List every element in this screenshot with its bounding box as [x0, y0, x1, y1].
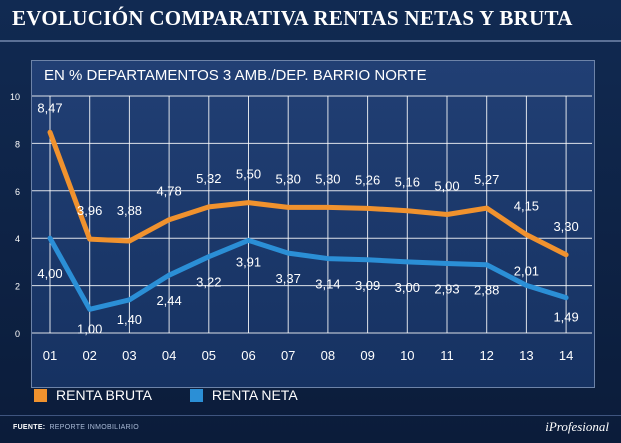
data-label-neta: 2,93 — [434, 282, 459, 297]
data-label-neta: 1,40 — [117, 312, 142, 327]
grid-lines — [32, 95, 592, 334]
x-tick-label: 13 — [519, 348, 533, 363]
y-tick-label: 8 — [15, 139, 20, 149]
data-label-neta: 3,00 — [395, 280, 420, 295]
data-label-neta: 3,91 — [236, 254, 261, 269]
title-divider — [0, 40, 621, 42]
y-axis-ticks: 10 8 6 4 2 0 — [10, 92, 20, 339]
data-label-bruta: 5,50 — [236, 167, 261, 182]
x-tick-label: 08 — [321, 348, 335, 363]
x-tick-label: 06 — [241, 348, 255, 363]
data-label-bruta: 3,88 — [117, 203, 142, 218]
source-label: FUENTE: — [13, 424, 46, 431]
legend: RENTA BRUTA RENTA NETA — [34, 387, 332, 405]
chart-subtitle: EN % DEPARTAMENTOS 3 AMB./DEP. BARRIO NO… — [44, 67, 427, 84]
footer-divider — [0, 415, 621, 416]
legend-swatch-neta — [189, 388, 203, 402]
x-axis-ticks: 01 02 03 04 05 06 07 08 09 10 11 12 13 14 — [43, 348, 574, 363]
brand-logo: iProfesional — [545, 419, 609, 434]
y-tick-label: 2 — [15, 282, 20, 292]
legend-label-neta: RENTA NETA — [211, 387, 298, 403]
series-lines — [47, 129, 569, 312]
data-label-bruta: 5,32 — [196, 171, 221, 186]
data-label-bruta: 5,16 — [395, 175, 420, 190]
data-label-neta: 4,00 — [37, 266, 62, 281]
data-label-bruta: 5,30 — [276, 171, 301, 186]
data-label-bruta: 3,96 — [77, 203, 102, 218]
source-text: REPORTE INMOBILIARIO — [49, 424, 139, 431]
x-tick-label: 09 — [360, 348, 374, 363]
legend-swatch-bruta — [34, 388, 47, 402]
x-tick-label: 11 — [440, 348, 454, 363]
series-line-neta — [47, 235, 569, 312]
data-label-neta: 3,09 — [355, 278, 380, 293]
data-label-bruta: 3,30 — [553, 219, 578, 234]
data-label-neta: 2,44 — [156, 293, 181, 308]
x-tick-label: 03 — [122, 348, 136, 363]
y-tick-label: 6 — [15, 187, 20, 197]
data-label-bruta: 4,78 — [156, 184, 181, 199]
legend-label-bruta: RENTA BRUTA — [56, 387, 152, 403]
data-label-neta: 3,37 — [276, 271, 301, 286]
data-label-bruta: 4,15 — [514, 199, 539, 214]
y-tick-label: 4 — [15, 234, 20, 244]
source-note: FUENTE: REPORTE INMOBILIARIO — [13, 424, 139, 431]
data-label-neta: 2,01 — [514, 263, 539, 278]
data-label-bruta: 5,26 — [355, 172, 380, 187]
x-tick-label: 07 — [281, 348, 295, 363]
x-tick-label: 04 — [162, 348, 176, 363]
data-label-neta: 3,22 — [196, 275, 221, 290]
x-tick-label: 14 — [559, 348, 573, 363]
chart-title: EVOLUCIÓN COMPARATIVA RENTAS NETAS Y BRU… — [12, 6, 573, 30]
data-label-neta: 1,49 — [553, 310, 578, 325]
series-line-bruta — [47, 129, 569, 258]
legend-item-neta: RENTA NETA — [189, 387, 298, 403]
data-labels: 8,47 3,96 3,88 4,78 5,32 5,50 5,30 5,30 5,26 5,16… — [37, 100, 578, 336]
x-tick-label: 05 — [202, 348, 216, 363]
data-label-bruta: 5,27 — [474, 172, 499, 187]
x-tick-label: 02 — [82, 348, 96, 363]
data-label-neta: 1,00 — [77, 321, 102, 336]
data-label-neta: 2,88 — [474, 283, 499, 298]
y-tick-label: 0 — [15, 329, 20, 339]
x-tick-label: 01 — [43, 348, 57, 363]
data-label-bruta: 8,47 — [37, 100, 62, 115]
data-label-bruta: 5,00 — [434, 179, 459, 194]
x-tick-label: 12 — [479, 348, 493, 363]
data-label-neta: 3,14 — [315, 277, 340, 292]
legend-item-bruta: RENTA BRUTA — [34, 387, 152, 403]
y-tick-label: 10 — [10, 92, 20, 102]
x-tick-label: 10 — [400, 348, 414, 363]
data-label-bruta: 5,30 — [315, 171, 340, 186]
